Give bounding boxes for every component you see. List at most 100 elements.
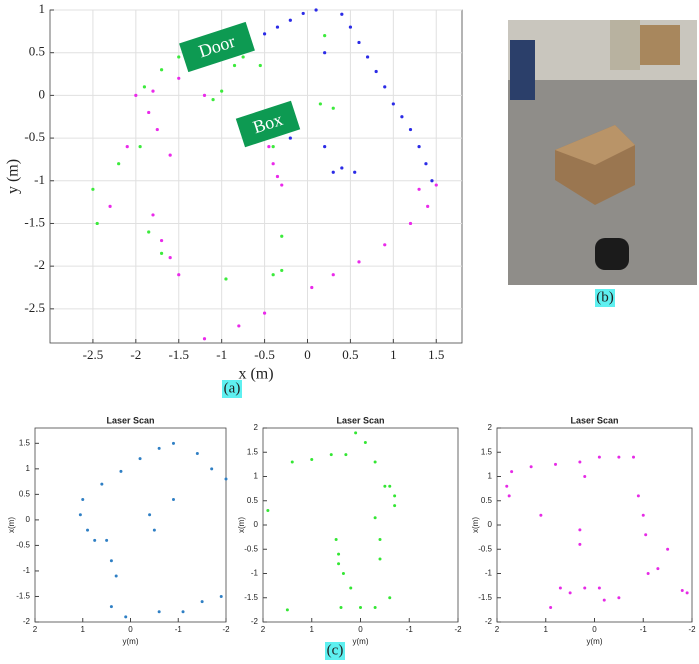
y-tick-label: 1.5 — [19, 438, 31, 447]
scan-point — [117, 162, 121, 166]
scan-point — [373, 605, 377, 609]
y-tick-label: 1 — [39, 1, 46, 16]
scan-point — [171, 441, 175, 445]
scan-point — [357, 260, 361, 264]
scan-point — [271, 273, 275, 277]
scan-point — [383, 484, 387, 488]
photo-box-back — [640, 25, 680, 65]
scan-point — [290, 460, 294, 464]
y-tick-label: -2 — [251, 617, 259, 626]
panel-label: (a) — [224, 380, 241, 396]
scan-point — [378, 557, 382, 561]
scan-point — [119, 469, 123, 473]
scan-point — [266, 508, 270, 512]
scan-point — [275, 25, 280, 29]
scan-point — [220, 89, 224, 93]
x-tick-label: 2 — [495, 625, 500, 634]
x-tick-label: -2 — [130, 347, 141, 362]
scan-point — [151, 213, 155, 217]
scan-point — [383, 85, 387, 89]
scan-point — [202, 337, 207, 341]
scan-point — [108, 204, 112, 208]
scan-point — [393, 494, 397, 498]
scan-point — [142, 85, 147, 89]
scan-point — [656, 567, 660, 571]
y-tick-label: 0.5 — [19, 489, 31, 498]
scan-point — [617, 455, 621, 459]
scan-point — [602, 598, 606, 602]
y-tick-label: -0.5 — [16, 541, 30, 550]
y-tick-label: 0.5 — [29, 44, 45, 59]
chart: 2 1 0 -1 -2 -2 -1.5 -1 -0.5 0 0.5 1 1.5 Laser Scan y(m… — [7, 415, 230, 646]
scan-point — [417, 145, 421, 149]
scan-point — [148, 513, 152, 517]
scan-point — [549, 605, 553, 609]
y-tick-label: 2 — [254, 423, 259, 432]
x-axis-label: y(m) — [353, 637, 369, 646]
plot-area — [496, 427, 693, 623]
scan-point — [241, 55, 245, 59]
scan-point — [147, 230, 151, 234]
scan-point — [323, 34, 327, 38]
x-tick-label: 1 — [81, 625, 86, 634]
scan-point — [583, 586, 587, 590]
scan-point — [510, 470, 514, 474]
scan-point — [359, 605, 362, 609]
scan-point — [383, 243, 387, 247]
scan-point — [434, 183, 438, 187]
x-tick-label: -2.5 — [83, 347, 104, 362]
scan-point — [280, 268, 284, 273]
scan-point — [138, 457, 142, 461]
scan-point — [341, 572, 345, 575]
x-tick-label: 2 — [33, 625, 38, 634]
scan-point — [168, 153, 172, 157]
x-tick-label: 1.5 — [428, 347, 444, 362]
scan-point — [378, 538, 382, 542]
x-tick-label: -1 — [216, 347, 227, 362]
scan-point — [331, 273, 335, 277]
scan-point — [583, 475, 587, 478]
scan-point — [224, 277, 228, 281]
scan-point — [271, 145, 275, 149]
photo-box-top — [555, 125, 635, 165]
x-axis-label: y(m) — [587, 637, 603, 646]
scan-point — [138, 145, 142, 149]
scan-point — [157, 610, 161, 614]
scan-point — [310, 285, 314, 290]
chart: -2.5 -2 -1.5 -1 -0.5 0 0.5 1 1.5 -2.5 -2 -1.5 -1 -0.5… — [5, 1, 463, 383]
y-tick-label: -1.5 — [478, 593, 492, 602]
scan-point — [177, 76, 181, 80]
chart: 2 1 0 -1 -2 -2 -1.5 -1 -0.5 0 0.5 1 1.5 2 Laser Scan y(… — [471, 415, 696, 646]
scan-point — [177, 273, 181, 277]
x-tick-label: 1 — [390, 347, 397, 362]
y-tick-label: -2 — [34, 257, 45, 272]
scan-point — [374, 69, 378, 74]
y-tick-label: -2 — [485, 617, 493, 626]
scan-point — [125, 145, 129, 149]
chart-title: Laser Scan — [106, 415, 154, 425]
scan-point — [210, 467, 214, 471]
x-tick-label: 2 — [261, 625, 266, 634]
scan-point — [78, 513, 82, 517]
x-tick-label: -2 — [454, 625, 462, 634]
scan-point — [109, 559, 113, 563]
y-tick-label: 1 — [488, 472, 493, 481]
scan-point — [353, 170, 357, 174]
y-tick-label: -1.5 — [244, 593, 258, 602]
y-axis-label: x(m) — [7, 517, 16, 533]
y-tick-label: 0 — [26, 515, 31, 524]
scan-point — [262, 311, 267, 315]
scan-point — [200, 600, 204, 604]
scan-point — [95, 221, 99, 226]
scan-point — [285, 608, 289, 612]
y-axis-label: x(m) — [471, 517, 480, 533]
x-tick-label: 0.5 — [342, 347, 358, 362]
y-tick-label: -1 — [251, 569, 259, 578]
scan-point — [275, 174, 280, 179]
x-tick-label: 0 — [592, 625, 597, 634]
scan-point — [211, 98, 215, 102]
x-tick-label: -0.5 — [254, 347, 275, 362]
x-tick-label: 0 — [304, 347, 311, 362]
y-tick-label: -2.5 — [24, 300, 45, 315]
x-tick-label: -1 — [640, 625, 648, 634]
